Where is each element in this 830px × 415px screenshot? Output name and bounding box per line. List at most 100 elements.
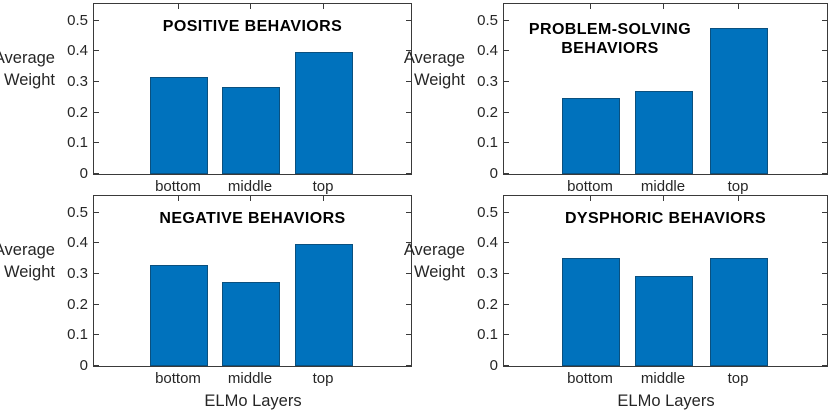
y-axis-label-line: Average (403, 241, 465, 259)
x-axis-label: ELMo Layers (617, 392, 715, 410)
y-tick-mark-right (406, 20, 411, 21)
x-category-label: middle (227, 178, 273, 195)
bar-top (710, 258, 768, 366)
y-axis-label-line: Average (0, 49, 55, 67)
y-tick-mark-left (94, 112, 99, 113)
chart-title: PROBLEM-SOLVING BEHAVIORS (528, 20, 692, 58)
y-tick-mark-right (406, 334, 411, 335)
top-tick-mark (178, 4, 179, 9)
y-tick-label: 0 (79, 357, 88, 374)
chart-title-line: PROBLEM-SOLVING (528, 21, 692, 38)
y-tick-mark-left (504, 242, 509, 243)
y-axis-label-line: Average (403, 49, 465, 67)
y-tick-label: 0.2 (477, 104, 498, 121)
y-axis-label-line: Average (0, 241, 55, 259)
y-tick-mark-left (504, 81, 509, 82)
y-tick-label: 0.5 (477, 12, 498, 29)
y-tick-mark-left (94, 212, 99, 213)
top-tick-mark (738, 4, 739, 9)
y-tick-mark-left (504, 50, 509, 51)
bar-bottom (150, 77, 208, 174)
y-tick-label: 0.1 (67, 326, 88, 343)
y-tick-mark-left (504, 142, 509, 143)
y-axis-label: Average Weight (0, 47, 55, 91)
y-tick-mark-right (406, 81, 411, 82)
y-tick-mark-left (504, 334, 509, 335)
y-tick-mark-left (504, 365, 509, 366)
y-axis-label-line: Weight (3, 263, 55, 281)
y-tick-mark-right (822, 334, 827, 335)
x-category-label: bottom (567, 370, 613, 387)
y-tick-label: 0.2 (67, 296, 88, 313)
y-tick-mark-right (406, 173, 411, 174)
y-tick-mark-right (822, 365, 827, 366)
y-tick-label: 0.2 (67, 104, 88, 121)
bar-top (295, 52, 353, 174)
y-axis-label: Average Weight (355, 239, 465, 283)
chart-title: DYSPHORIC BEHAVIORS (504, 209, 827, 228)
bar-top (295, 244, 353, 366)
y-tick-label: 0 (79, 165, 88, 182)
x-category-label: middle (227, 370, 273, 387)
y-tick-mark-left (94, 142, 99, 143)
y-tick-mark-left (94, 242, 99, 243)
y-tick-mark-left (504, 20, 509, 21)
y-tick-label: 0.4 (67, 42, 88, 59)
top-tick-mark (323, 4, 324, 9)
x-category-label: bottom (155, 370, 201, 387)
y-tick-mark-left (94, 173, 99, 174)
bar-bottom (562, 98, 620, 174)
y-tick-mark-right (822, 20, 827, 21)
top-tick-mark (738, 196, 739, 201)
x-category-label: top (312, 178, 334, 195)
y-tick-label: 0.3 (477, 73, 498, 90)
chart-title-line: BEHAVIORS (561, 40, 659, 57)
y-tick-mark-right (406, 365, 411, 366)
y-tick-mark-right (822, 112, 827, 113)
y-tick-mark-left (94, 20, 99, 21)
bar-top (710, 28, 768, 174)
y-tick-mark-left (94, 273, 99, 274)
y-tick-label: 0.5 (67, 204, 88, 221)
x-axis-label: ELMo Layers (204, 392, 302, 410)
y-tick-mark-left (504, 112, 509, 113)
y-tick-label: 0 (489, 165, 498, 182)
y-tick-label: 0.3 (477, 265, 498, 282)
y-tick-mark-right (406, 304, 411, 305)
y-tick-label: 0.4 (477, 234, 498, 251)
y-tick-mark-left (504, 304, 509, 305)
plot-area: PROBLEM-SOLVING BEHAVIORS (503, 3, 828, 175)
plot-area: POSITIVE BEHAVIORS (93, 3, 412, 175)
top-tick-mark (250, 4, 251, 9)
y-tick-mark-right (822, 242, 827, 243)
y-tick-mark-right (822, 273, 827, 274)
y-tick-label: 0.2 (477, 296, 498, 313)
y-tick-mark-right (406, 50, 411, 51)
y-axis-label-line: Weight (3, 71, 55, 89)
y-tick-mark-right (406, 112, 411, 113)
y-tick-label: 0.4 (477, 42, 498, 59)
y-tick-label: 0.5 (477, 204, 498, 221)
y-tick-mark-right (406, 242, 411, 243)
x-category-label: top (727, 370, 749, 387)
y-tick-mark-right (822, 304, 827, 305)
top-tick-mark (590, 196, 591, 201)
y-tick-mark-left (94, 304, 99, 305)
y-tick-label: 0.5 (67, 12, 88, 29)
bar-bottom (562, 258, 620, 366)
y-tick-mark-right (822, 212, 827, 213)
y-tick-label: 0.4 (67, 234, 88, 251)
chart-title: NEGATIVE BEHAVIORS (94, 209, 411, 228)
chart-title: POSITIVE BEHAVIORS (94, 17, 411, 36)
y-tick-mark-right (822, 173, 827, 174)
y-tick-mark-left (504, 212, 509, 213)
y-tick-mark-right (822, 50, 827, 51)
top-tick-mark (323, 196, 324, 201)
bar-middle (222, 87, 280, 174)
y-tick-mark-right (406, 142, 411, 143)
bar-middle (635, 91, 693, 174)
top-tick-mark (663, 4, 664, 9)
